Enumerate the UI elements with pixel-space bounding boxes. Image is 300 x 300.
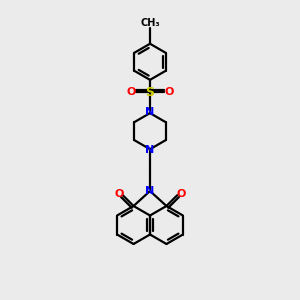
Text: O: O [165,87,174,97]
Text: N: N [146,145,154,155]
Text: CH₃: CH₃ [140,18,160,28]
Text: N: N [146,107,154,117]
Text: N: N [146,186,154,196]
Text: S: S [146,86,154,99]
Text: O: O [126,87,135,97]
Text: O: O [114,189,124,199]
Text: O: O [176,189,186,199]
